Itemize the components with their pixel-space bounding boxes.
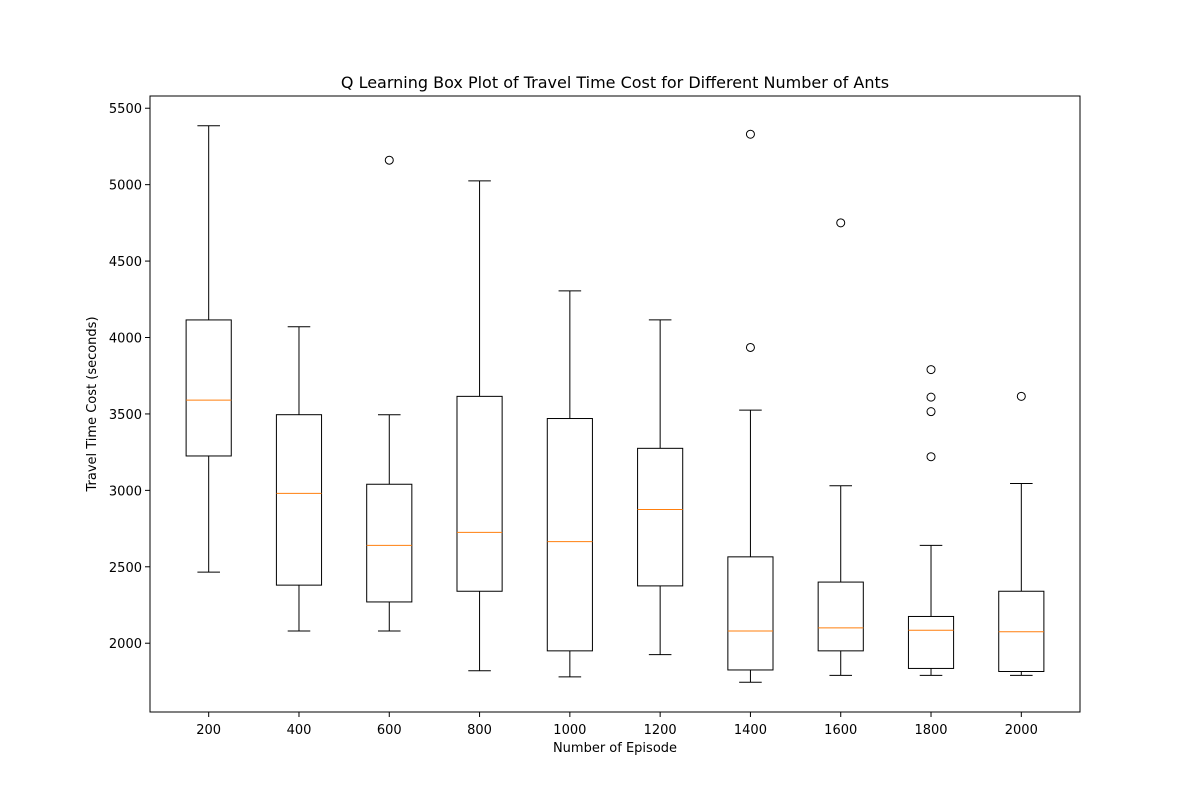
x-tick-label: 1000 (553, 723, 586, 738)
chart-title: Q Learning Box Plot of Travel Time Cost … (341, 73, 889, 92)
y-tick-label: 5500 (109, 102, 142, 117)
iqr-box (637, 447, 684, 587)
outlier-point (926, 452, 936, 462)
y-axis-label: Travel Time Cost (seconds) (85, 316, 100, 492)
iqr-box (185, 319, 232, 457)
y-tick-label: 5000 (109, 179, 142, 194)
x-tick-label: 1200 (644, 723, 677, 738)
y-tick-label: 2000 (109, 637, 142, 652)
x-tick-label: 2000 (1005, 723, 1038, 738)
outlier-point (1016, 391, 1026, 401)
x-tick-label: 1400 (734, 723, 767, 738)
y-tick-label: 3000 (109, 484, 142, 499)
outlier-point (836, 218, 846, 228)
y-tick-label: 4500 (109, 255, 142, 270)
iqr-box (727, 556, 774, 671)
outlier-point (926, 365, 936, 375)
x-tick-label: 1600 (824, 723, 857, 738)
x-tick-label: 1800 (914, 723, 947, 738)
iqr-box (456, 395, 503, 592)
iqr-box (817, 581, 864, 652)
iqr-box (546, 418, 593, 652)
x-tick-label: 200 (196, 723, 221, 738)
outlier-point (926, 407, 936, 417)
y-tick-label: 4000 (109, 332, 142, 347)
y-tick-label: 2500 (109, 561, 142, 576)
outlier-point (384, 155, 394, 165)
outlier-point (745, 342, 755, 352)
iqr-box (907, 615, 955, 669)
plot-frame (149, 95, 1081, 713)
x-axis-label: Number of Episode (553, 741, 677, 756)
x-tick-label: 800 (467, 723, 492, 738)
iqr-box (275, 414, 323, 586)
outlier-point (745, 129, 755, 139)
outlier-point (926, 392, 936, 402)
y-tick-label: 3500 (109, 408, 142, 423)
iqr-box (366, 483, 413, 603)
x-tick-label: 600 (377, 723, 402, 738)
plot-layer: 2000 2500 3000 3500 4000 4500 5000 5500 200 400 60… (109, 102, 1045, 738)
x-tick-label: 400 (287, 723, 312, 738)
